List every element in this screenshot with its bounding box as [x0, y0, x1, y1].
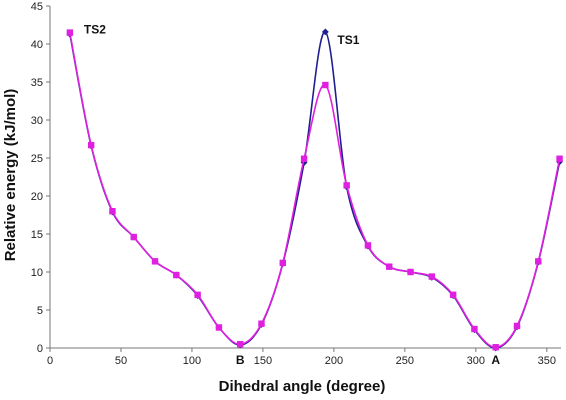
- series-2-point: [215, 324, 223, 331]
- series-2-point: [66, 29, 74, 36]
- series-2-point: [364, 242, 372, 249]
- annotation-ts2: TS2: [84, 23, 106, 37]
- y-tick-label: 15: [31, 229, 43, 241]
- series-2-point: [535, 258, 542, 265]
- series-1-line: [69, 31, 561, 349]
- series-2-point: [556, 155, 563, 162]
- series-2-point: [279, 259, 286, 267]
- x-tick-label: 0: [47, 355, 53, 367]
- series-2-point: [513, 322, 521, 330]
- series-2-point: [237, 341, 244, 348]
- y-tick-label: 35: [31, 77, 43, 89]
- series-2-point: [449, 291, 457, 298]
- series-2: [66, 29, 563, 351]
- x-tick-label: 50: [115, 355, 127, 367]
- series-1-point: [321, 28, 329, 36]
- series-layer: [66, 28, 563, 352]
- series-1: [66, 28, 563, 352]
- y-tick-label: 45: [31, 1, 43, 13]
- x-tick-label: 100: [183, 355, 201, 367]
- annotations: TS2 TS1 B A: [84, 23, 500, 367]
- x-tick-label: 200: [325, 355, 343, 367]
- series-2-point: [343, 182, 350, 189]
- x-tick-label: 300: [467, 355, 485, 367]
- series-2-point: [87, 141, 95, 149]
- annotation-b: B: [236, 353, 245, 367]
- y-axis-title: Relative energy (kJ/mol): [2, 89, 19, 262]
- x-axis-title: Dihedral angle (degree): [219, 378, 386, 395]
- annotation-ts1: TS1: [337, 33, 359, 47]
- series-2-point: [322, 81, 329, 89]
- y-tick-label: 10: [31, 267, 43, 279]
- series-2-point: [428, 273, 436, 280]
- series-2-point: [492, 344, 499, 351]
- series-2-point: [258, 320, 265, 327]
- y-tick-label: 30: [31, 115, 43, 127]
- series-2-point: [300, 155, 308, 162]
- series-2-point: [151, 258, 159, 265]
- series-2-point: [471, 325, 478, 333]
- x-tick-label: 350: [538, 355, 556, 367]
- series-2-point: [407, 268, 414, 276]
- series-2-point: [386, 263, 393, 270]
- series-2-point: [194, 291, 201, 298]
- axes: 0 50 100 150 200 250 300 350 0 5 10 15 20 25 30 35 40 45: [31, 1, 561, 367]
- y-tick-label: 25: [31, 153, 43, 165]
- y-tick-label: 5: [37, 305, 43, 317]
- y-tick-label: 0: [37, 343, 43, 355]
- y-tick-label: 20: [31, 191, 43, 203]
- series-2-line: [69, 32, 561, 349]
- annotation-a: A: [491, 353, 500, 367]
- series-2-point: [130, 233, 137, 241]
- y-tick-label: 40: [31, 39, 43, 51]
- series-2-point: [173, 271, 180, 279]
- series-2-point: [109, 208, 116, 215]
- x-tick-label: 150: [254, 355, 272, 367]
- x-tick-label: 250: [396, 355, 414, 367]
